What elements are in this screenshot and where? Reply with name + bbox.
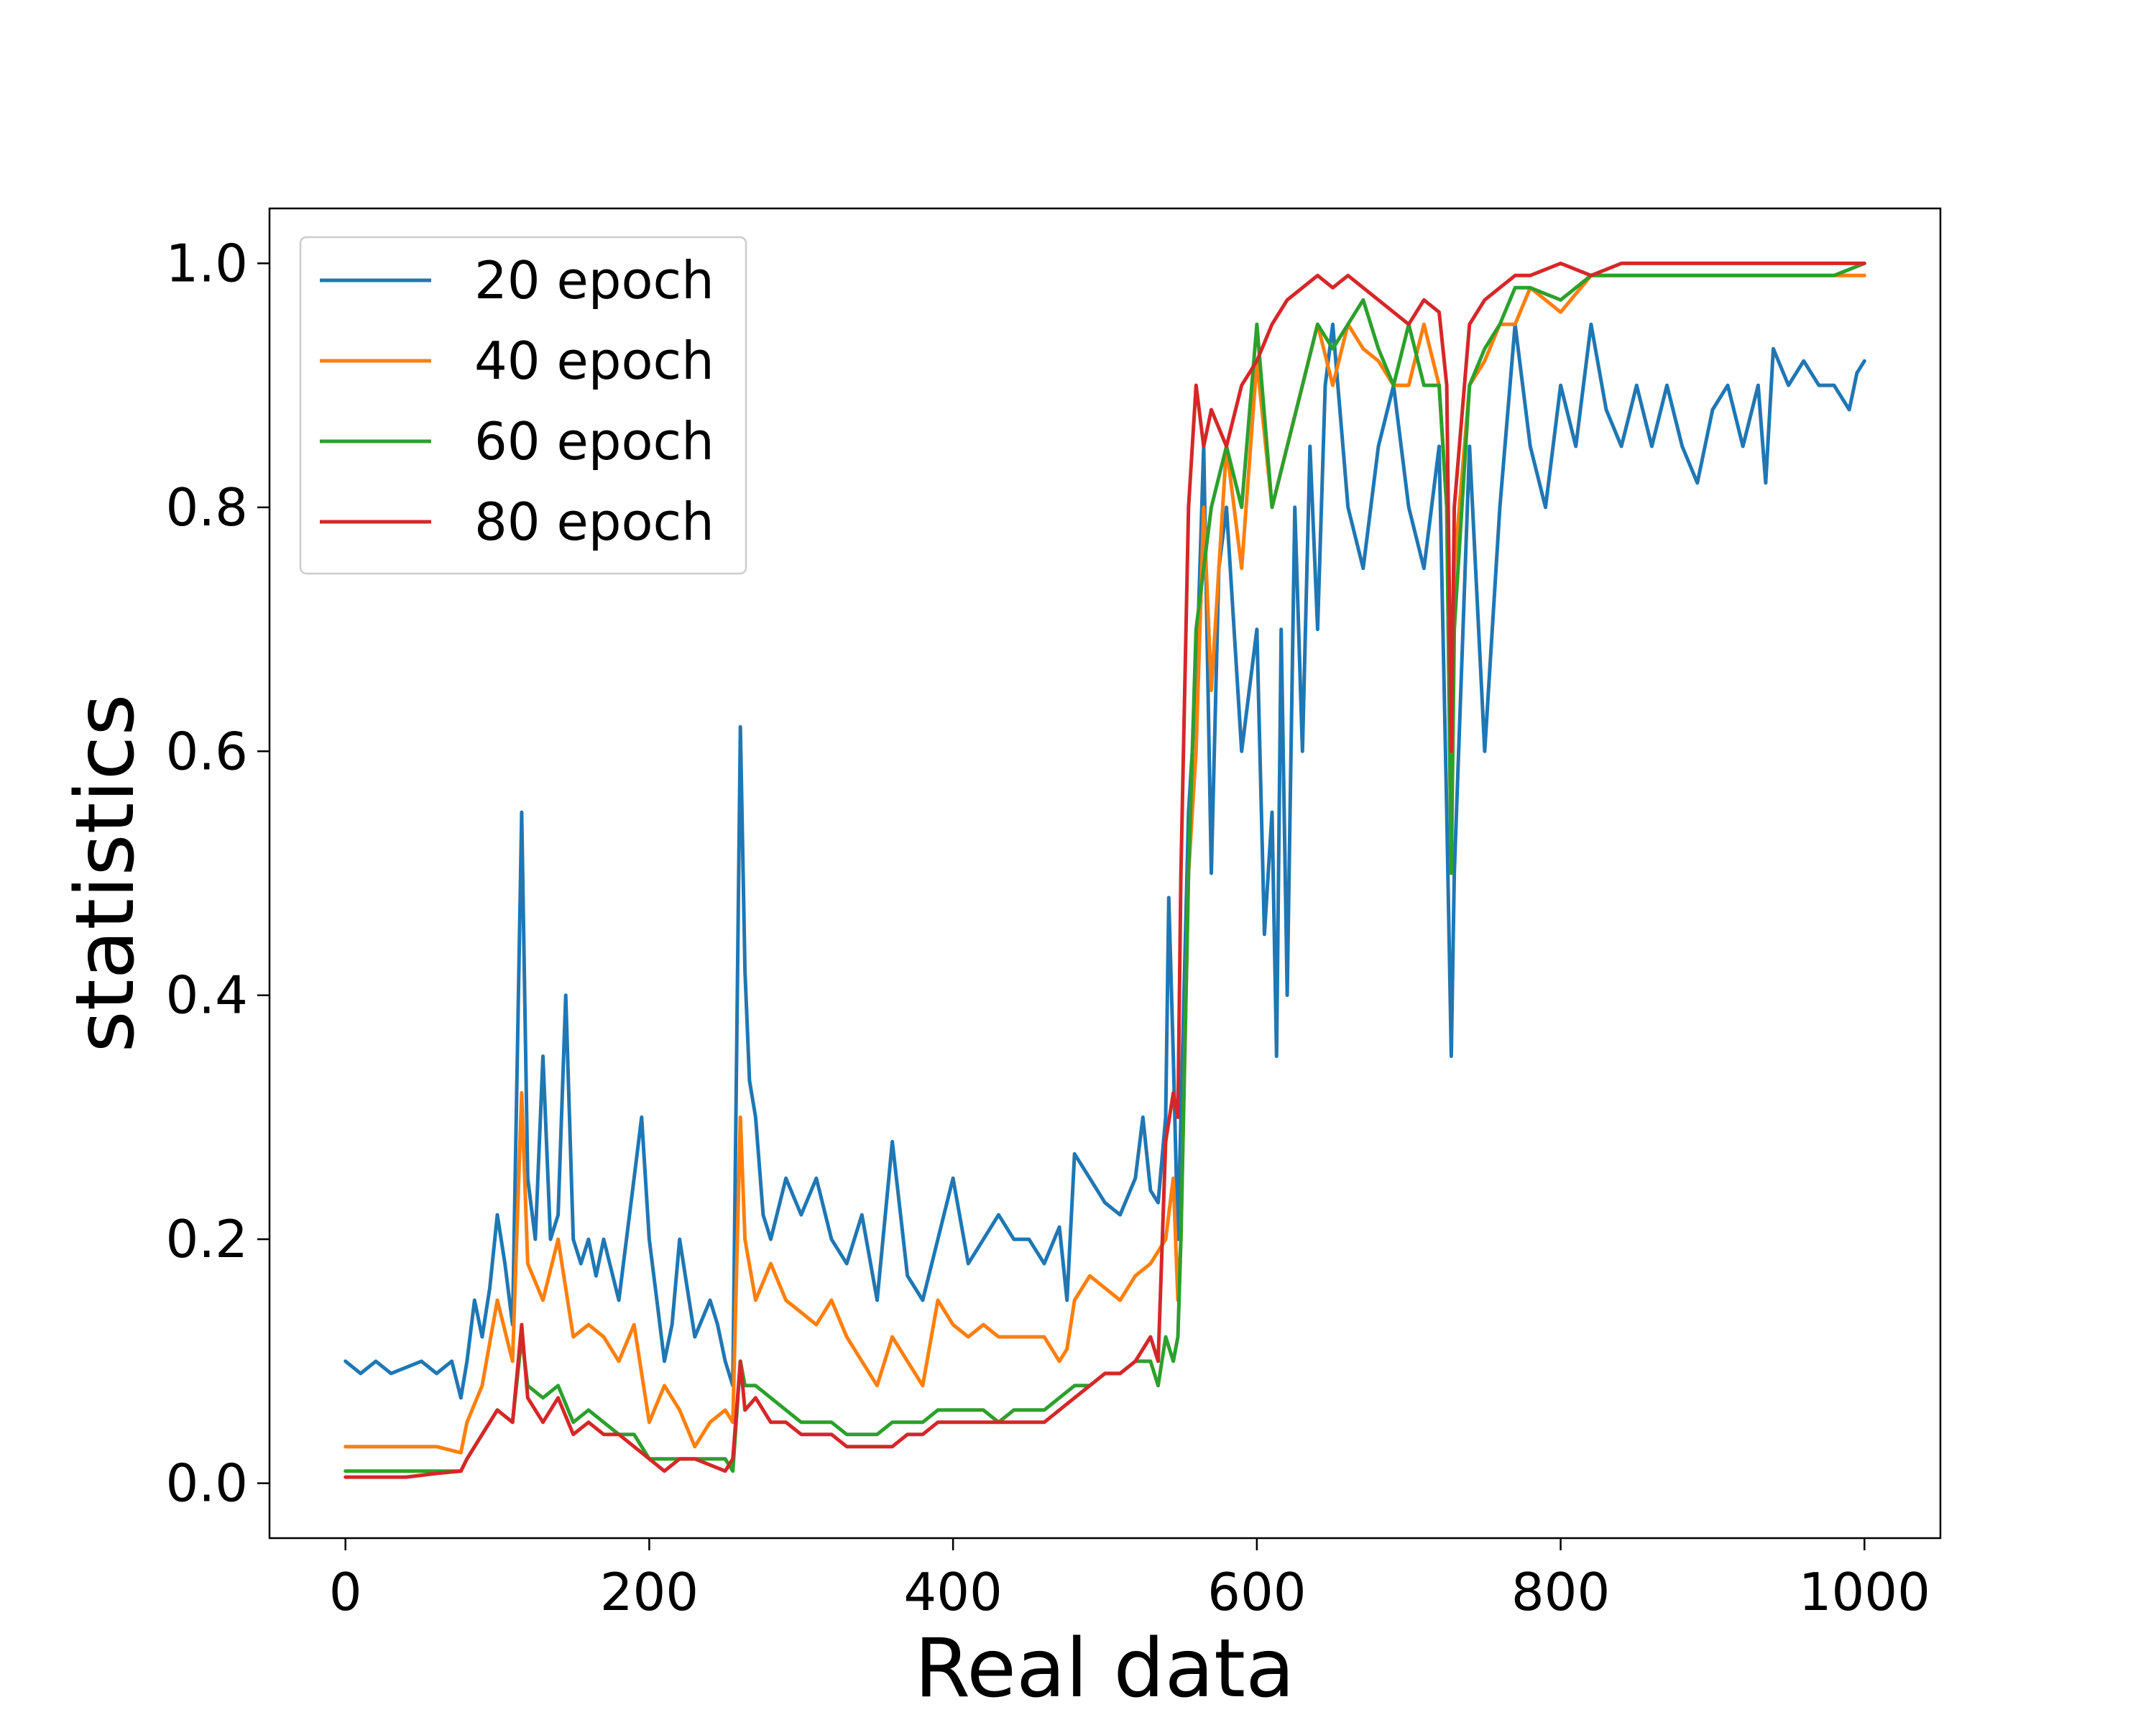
x-tick-label: 400 <box>903 1562 1002 1622</box>
legend-box <box>299 236 747 575</box>
y-tick-label: 0.2 <box>165 1209 248 1269</box>
series-layer <box>344 261 1866 1479</box>
x-tick-label: 600 <box>1207 1562 1306 1622</box>
legend-label-2: 40 epoch <box>474 331 714 391</box>
x-axis: 0 200 400 600 800 1000 <box>329 1538 1930 1622</box>
x-tick-label: 200 <box>600 1562 699 1622</box>
y-tick-label: 0.4 <box>165 965 248 1026</box>
y-tick-label: 1.0 <box>165 233 248 293</box>
legend-label-3: 60 epoch <box>474 411 714 472</box>
series-line-1 <box>344 322 1866 1400</box>
legend-label-1: 20 epoch <box>474 250 714 310</box>
y-tick-label: 0.8 <box>165 477 248 538</box>
x-tick-label: 0 <box>329 1562 362 1622</box>
x-tick-label: 1000 <box>1799 1562 1930 1622</box>
y-axis-label: statistics <box>59 694 152 1052</box>
series-line-4 <box>344 261 1866 1479</box>
x-tick-label: 800 <box>1511 1562 1610 1622</box>
y-tick-label: 0.0 <box>165 1453 248 1514</box>
y-tick-label: 0.6 <box>165 721 248 781</box>
plot-frame <box>268 207 1942 1540</box>
y-axis: 0.0 0.2 0.4 0.6 0.8 1.0 <box>165 233 270 1514</box>
legend-label-4: 80 epoch <box>474 492 714 552</box>
x-axis-label: Real data <box>914 1622 1294 1716</box>
legend: 20 epoch 40 epoch 60 epoch 80 epoch <box>299 236 747 575</box>
